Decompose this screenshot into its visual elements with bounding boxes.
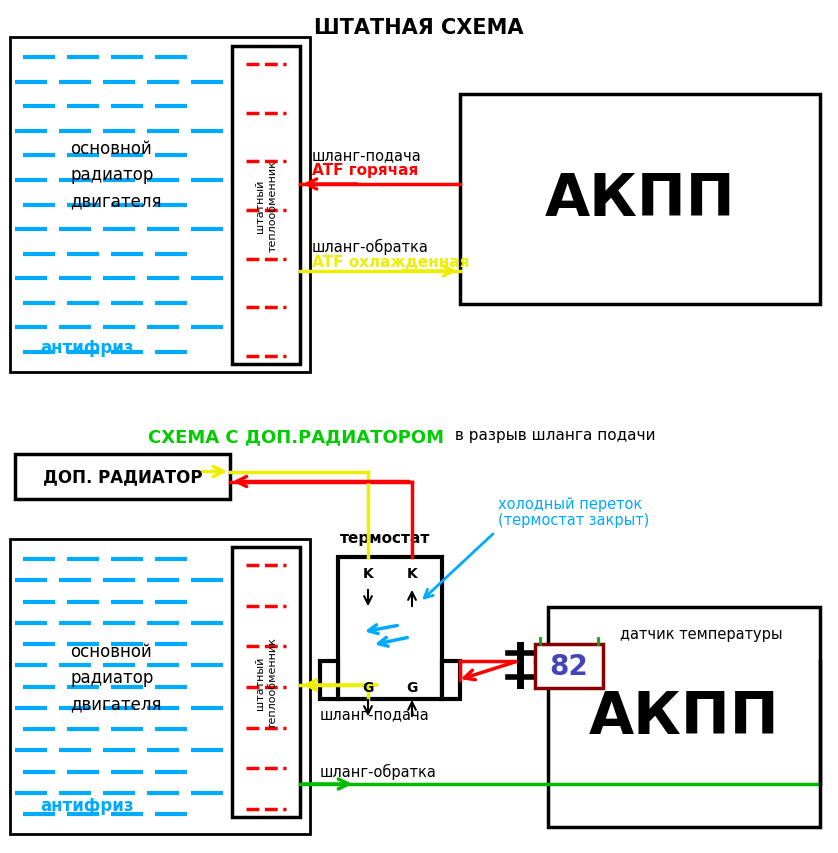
Bar — [10, 38, 310, 373]
Bar — [442, 661, 460, 699]
Text: штатный
теплообменник: штатный теплообменник — [255, 160, 277, 252]
Text: ШТАТНАЯ СХЕМА: ШТАТНАЯ СХЕМА — [314, 18, 524, 38]
Text: ATF охлажденная: ATF охлажденная — [312, 255, 469, 270]
Text: шланг-подача: шланг-подача — [320, 706, 430, 722]
Text: термостат: термостат — [340, 531, 430, 545]
Text: ATF горячая: ATF горячая — [312, 163, 418, 177]
Text: основной
радиатор
двигателя: основной радиатор двигателя — [70, 139, 162, 210]
Text: холодный переток: холодный переток — [498, 496, 642, 512]
Bar — [535, 644, 603, 688]
Text: основной
радиатор
двигателя: основной радиатор двигателя — [70, 641, 162, 712]
Text: шланг-подача: шланг-подача — [312, 148, 422, 163]
Bar — [232, 548, 300, 817]
Bar — [548, 607, 820, 827]
Text: шланг-обратка: шланг-обратка — [312, 239, 429, 255]
Text: датчик температуры: датчик температуры — [620, 627, 783, 641]
Text: антифриз: антифриз — [40, 339, 133, 357]
Text: G: G — [362, 680, 374, 694]
Bar — [338, 557, 442, 699]
Bar — [10, 539, 310, 834]
Text: АКПП: АКПП — [588, 688, 779, 746]
Text: ДОП. РАДИАТОР: ДОП. РАДИАТОР — [43, 468, 202, 486]
Bar — [232, 47, 300, 364]
Text: 82: 82 — [550, 653, 588, 680]
Text: (термостат закрыт): (термостат закрыт) — [498, 513, 649, 527]
Text: АКПП: АКПП — [545, 171, 735, 229]
Text: G: G — [406, 680, 417, 694]
Bar — [460, 95, 820, 305]
Text: антифриз: антифриз — [40, 796, 133, 814]
Text: в разрыв шланга подачи: в разрыв шланга подачи — [450, 427, 655, 443]
Text: шланг-обратка: шланг-обратка — [320, 763, 437, 779]
Text: K: K — [363, 566, 374, 580]
Text: СХЕМА С ДОП.РАДИАТОРОМ: СХЕМА С ДОП.РАДИАТОРОМ — [148, 427, 444, 445]
Text: штатный
теплообменник: штатный теплообменник — [255, 636, 277, 728]
Bar — [15, 455, 230, 499]
Text: K: K — [406, 566, 417, 580]
Bar — [320, 661, 338, 699]
